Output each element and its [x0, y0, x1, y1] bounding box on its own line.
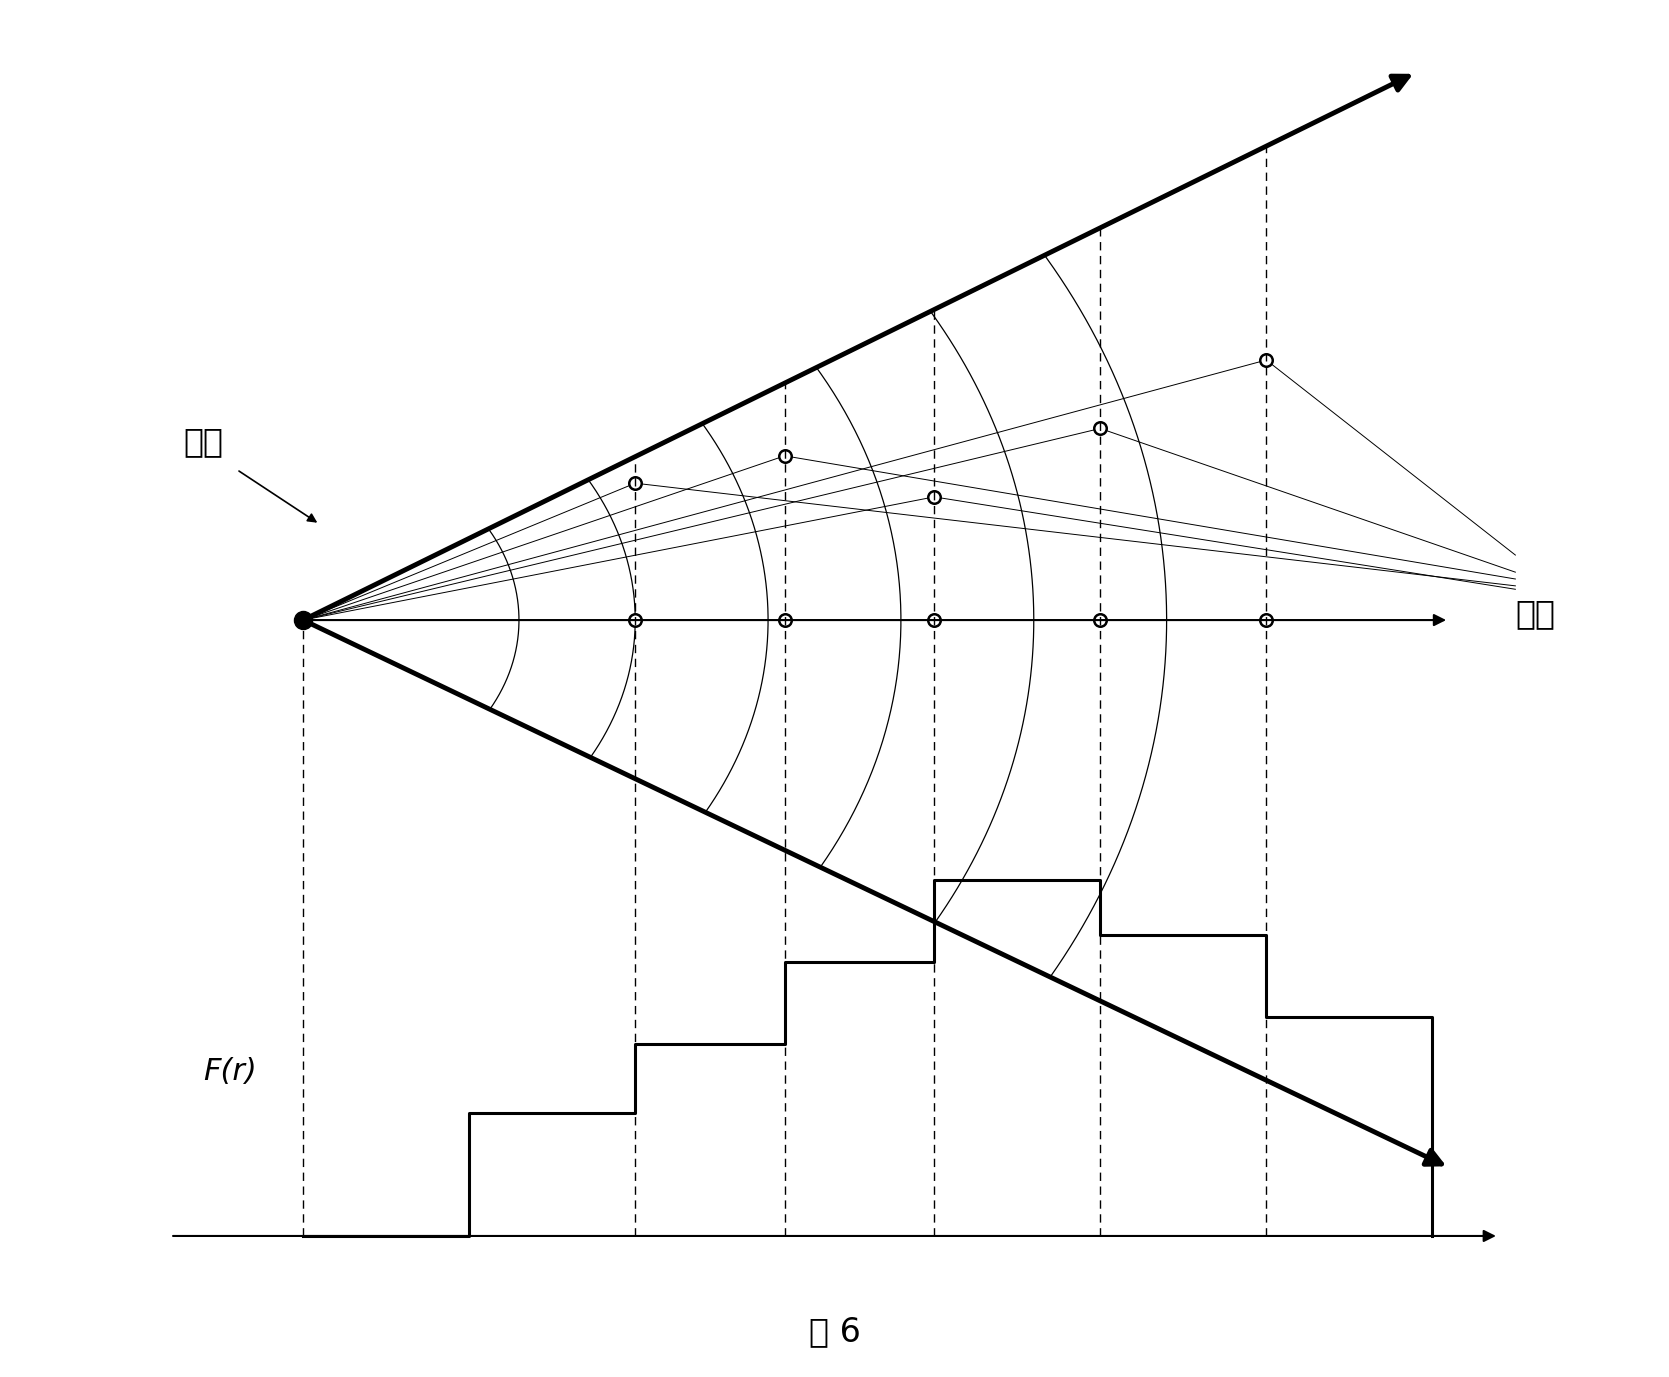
Text: F(r): F(r) [204, 1058, 257, 1086]
Text: 点汇: 点汇 [184, 425, 224, 459]
Text: 图 6: 图 6 [808, 1315, 861, 1348]
Text: 点源: 点源 [1515, 596, 1556, 629]
